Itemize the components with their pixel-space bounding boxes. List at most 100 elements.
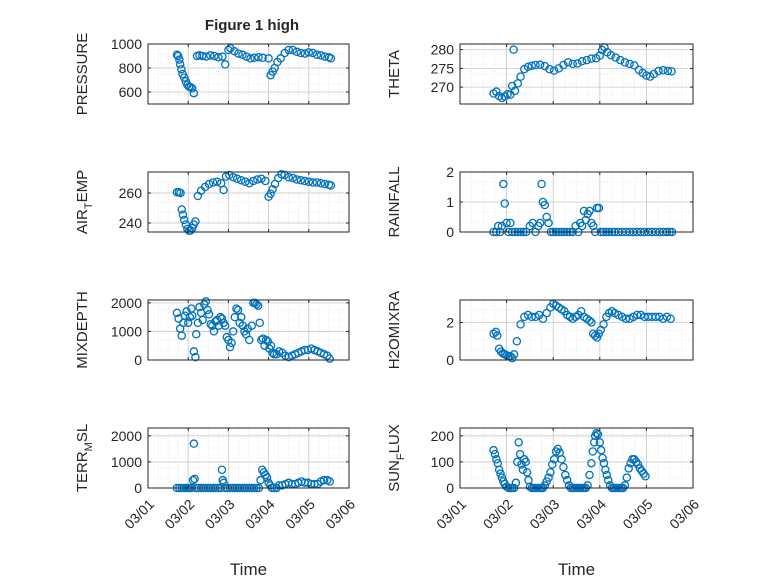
data-point xyxy=(188,475,198,485)
y-tick-label: 200 xyxy=(431,428,455,444)
data-point xyxy=(577,57,587,66)
data-point xyxy=(601,465,610,474)
data-point xyxy=(553,444,563,454)
x-tick-label: 03/06 xyxy=(322,496,358,532)
data-point xyxy=(183,318,193,328)
data-point xyxy=(325,354,334,363)
data-point xyxy=(177,331,187,340)
data-point xyxy=(548,460,557,469)
data-point xyxy=(587,318,596,327)
data-point xyxy=(492,455,501,464)
data-point xyxy=(622,473,632,482)
data-point xyxy=(500,199,509,208)
y-tick-label: 2000 xyxy=(111,428,142,444)
data-point xyxy=(187,311,197,320)
data-point xyxy=(597,45,607,55)
data-point xyxy=(506,218,515,228)
data-point xyxy=(563,58,573,67)
data-point xyxy=(496,469,505,478)
data-point xyxy=(288,173,297,183)
data-point xyxy=(523,62,533,72)
data-point xyxy=(535,60,545,69)
data-point xyxy=(320,179,330,189)
data-point xyxy=(511,478,521,488)
data-point xyxy=(220,321,230,330)
data-point xyxy=(503,90,512,99)
y-tick-label: 1 xyxy=(446,194,454,210)
data-point xyxy=(296,175,306,185)
data-point xyxy=(284,45,293,55)
data-point xyxy=(641,472,650,481)
data-point xyxy=(308,48,318,58)
data-point xyxy=(559,60,568,70)
axes-frame xyxy=(459,427,694,489)
data-point xyxy=(588,447,598,456)
y-tick-label: 2 xyxy=(446,164,454,180)
x-tick-label: 03/03 xyxy=(526,496,562,532)
data-point xyxy=(230,312,240,322)
data-point xyxy=(326,181,336,190)
y-axis-label: TERRMSL xyxy=(74,424,95,492)
data-point xyxy=(206,51,215,60)
y-tick-label: 100 xyxy=(431,454,455,470)
data-point xyxy=(172,308,182,318)
data-point xyxy=(592,428,601,438)
data-point xyxy=(595,438,605,447)
y-axis-label: PRESSURE xyxy=(74,33,91,116)
data-point xyxy=(593,430,603,439)
data-point xyxy=(537,179,546,189)
data-point xyxy=(535,218,545,228)
data-point xyxy=(210,51,219,61)
data-point xyxy=(266,189,275,198)
data-point xyxy=(514,438,523,447)
x-tick-label: 03/01 xyxy=(433,496,469,532)
data-point xyxy=(540,481,550,490)
y-tick-label: 275 xyxy=(431,60,455,76)
data-point xyxy=(190,474,199,484)
data-point xyxy=(522,468,532,477)
data-point xyxy=(663,66,673,76)
data-point xyxy=(594,203,604,213)
data-point xyxy=(220,60,230,69)
data-point xyxy=(179,215,189,225)
subplot-theta: 270 275 280 THETA xyxy=(386,42,694,105)
y-axis-label: RAINFALL xyxy=(386,167,403,238)
data-point xyxy=(177,64,186,74)
y-tick-label: 1000 xyxy=(111,454,142,470)
data-point xyxy=(292,47,301,57)
subplot-mixdepth: 0 1000 2000 MIXDEPTH xyxy=(74,291,350,369)
data-point xyxy=(493,221,503,231)
data-point xyxy=(518,465,528,474)
data-point xyxy=(527,312,537,322)
data-point xyxy=(187,84,197,93)
x-tick-label: 03/05 xyxy=(282,496,318,532)
data-point xyxy=(573,59,582,68)
data-point xyxy=(325,477,334,486)
data-point xyxy=(582,55,592,65)
data-point xyxy=(562,475,572,485)
y-tick-label: 260 xyxy=(119,185,143,201)
data-point xyxy=(198,51,207,61)
data-point xyxy=(232,304,241,313)
data-point xyxy=(521,457,530,467)
data-point xyxy=(204,179,214,189)
axes-frame xyxy=(147,427,350,489)
data-point xyxy=(300,176,310,186)
y-axis-label: MIXDEPTH xyxy=(74,291,91,369)
data-point xyxy=(540,200,550,210)
data-point xyxy=(625,59,634,69)
data-point xyxy=(178,210,188,219)
data-point xyxy=(587,458,596,468)
data-point xyxy=(300,49,310,58)
data-point xyxy=(217,314,227,323)
data-point xyxy=(228,327,238,336)
data-point xyxy=(632,310,642,320)
data-point xyxy=(509,45,518,54)
data-point xyxy=(654,66,663,76)
data-point xyxy=(276,54,285,63)
data-point xyxy=(212,177,222,186)
data-point xyxy=(246,54,255,63)
data-point xyxy=(189,88,199,98)
